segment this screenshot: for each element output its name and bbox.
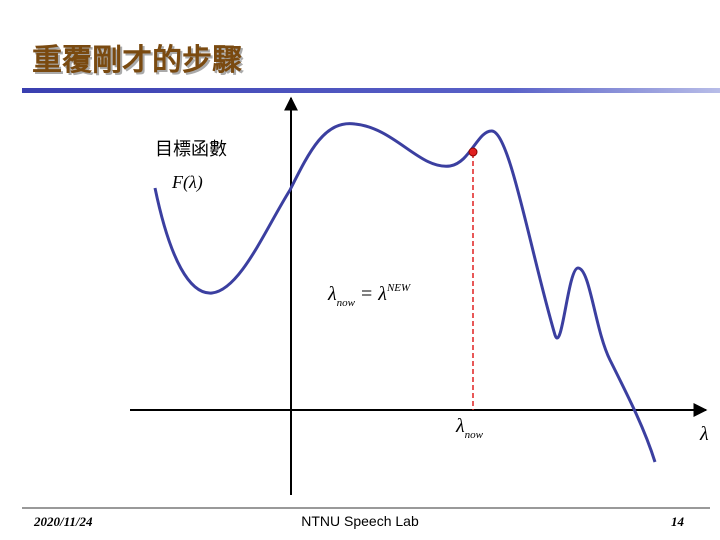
axis-label: λ (699, 423, 709, 445)
eq-rhs-sup: NEW (386, 282, 411, 294)
current-point (468, 147, 478, 157)
eq-lhs: λ (327, 283, 337, 305)
eq-op: = (361, 283, 372, 305)
point-sub: now (465, 429, 484, 441)
objective-curve (153, 122, 657, 463)
objective-label: 目標函數 (155, 139, 227, 159)
eq-lhs-sub: now (337, 297, 356, 309)
equation: λnow = λNEW (327, 282, 411, 309)
function-label: F(λ) (171, 172, 203, 193)
footer-page: 14 (671, 514, 685, 529)
point-label: λnow (455, 415, 484, 441)
point-symbol: λ (455, 415, 465, 437)
slide-title: 重覆剛才的步驟 (32, 44, 242, 77)
title-shadow: 重覆剛才的步驟 (34, 46, 244, 79)
footer-center: NTNU Speech Lab (301, 513, 419, 529)
footer-date: 2020/11/24 (33, 514, 93, 529)
title-bar (22, 88, 720, 93)
eq-rhs: λ (377, 283, 387, 305)
